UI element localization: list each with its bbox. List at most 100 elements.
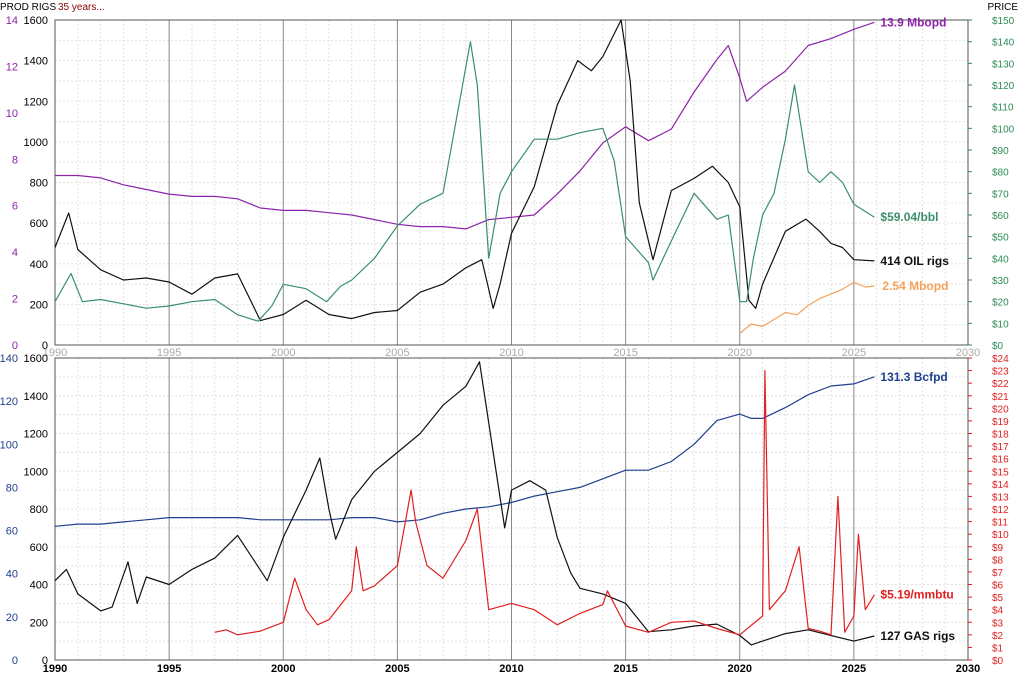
production-tick-label: 120 [0,396,18,408]
production-tick-label: 0 [12,340,18,352]
span-header: 35 years... [58,2,105,13]
price-tick-label: $21 [992,392,1009,403]
price-tick-label: $3 [992,618,1004,629]
price-tick-label: $120 [992,81,1015,92]
x-tick-label: 2000 [271,663,295,675]
price-tick-label: $90 [992,146,1009,157]
plot-border [54,19,969,346]
price-tick-label: $70 [992,189,1009,200]
rigs-tick-label: 200 [30,617,48,629]
series-end-label: $59.04/bbl [880,210,938,224]
price-tick-label: $0 [992,341,1004,352]
x-tick-label: 2020 [728,663,752,675]
production-tick-label: 4 [12,247,18,259]
price-tick-label: $17 [992,442,1009,453]
production-tick-label: 20 [6,612,18,624]
rigs-tick-label: 1400 [24,56,48,68]
series-end-label: 2.54 Mbopd [882,279,948,293]
price-tick-label: $5 [992,593,1004,604]
production-tick-label: 14 [6,15,18,27]
price-tick-label: $11 [992,518,1008,529]
x-tick-label: 1990 [43,663,67,675]
price-tick-label: $22 [992,379,1009,390]
price-tick-label: $140 [992,38,1015,49]
production-tick-label: 40 [6,569,18,581]
price-tick-label: $6 [992,581,1004,592]
series-end-label: 131.3 Bcfpd [880,370,947,384]
price-tick-label: $23 [992,367,1009,378]
x-tick-label: 2010 [499,663,523,675]
rigs-tick-label: 400 [30,580,48,592]
price-tick-label: $8 [992,555,1004,566]
production-tick-label: 60 [6,526,18,538]
oil-panel: 0 200 400 600 800 1000 1200 1400 1600 0 2 4 6 8 10 12 14… [6,15,1015,359]
price-tick-label: $80 [992,168,1009,179]
rigs-tick-label: 600 [30,218,48,230]
series-line-oil-rigs [54,19,875,322]
price-tick-label: $18 [992,430,1009,441]
price-tick-label: $13 [992,492,1009,503]
series-line-gas-rigs [54,361,875,646]
rigs-tick-label: 1200 [24,96,48,108]
series-end-label: $5.19/mmbtu [880,588,953,602]
prod-rigs-header: PROD RIGS [0,2,56,13]
price-tick-label: $20 [992,404,1009,415]
x-tick-label: 1995 [157,347,181,359]
production-tick-label: 6 [12,201,18,213]
price-tick-label: $40 [992,254,1009,265]
rigs-tick-label: 1400 [24,391,48,403]
series-line-bbl [54,41,875,322]
price-tick-label: $60 [992,211,1009,222]
rigs-tick-label: 600 [30,542,48,554]
production-tick-label: 0 [12,655,18,667]
production-tick-label: 12 [6,61,18,73]
price-tick-label: $16 [992,455,1009,466]
x-tick-label: 1995 [157,663,181,675]
price-header: PRICE [987,2,1018,13]
price-tick-label: $2 [992,631,1004,642]
price-tick-label: $15 [992,467,1009,478]
production-tick-label: 80 [6,482,18,494]
price-tick-label: $30 [992,276,1009,287]
price-tick-label: $12 [992,505,1009,516]
x-tick-label: 2005 [385,663,409,675]
price-tick-label: $7 [992,568,1004,579]
price-tick-label: $100 [992,124,1015,135]
gas-panel: 0 200 400 600 800 1000 1200 1400 1600 0 20 40 60 80 10… [0,353,1009,675]
x-tick-label: 2025 [842,347,866,359]
production-tick-label: 2 [12,294,18,306]
production-tick-label: 10 [6,108,18,120]
production-tick-label: 100 [0,439,18,451]
series-line-bcfpd [54,376,875,527]
price-tick-label: $10 [992,530,1009,541]
rigs-tick-label: 0 [42,655,48,667]
price-tick-label: $20 [992,298,1009,309]
price-tick-label: $24 [992,354,1009,365]
production-tick-label: 8 [12,154,18,166]
rigs-tick-label: 1200 [24,429,48,441]
production-tick-label: 140 [0,353,18,365]
series-end-label: 414 OIL rigs [880,254,949,268]
price-tick-label: $50 [992,233,1009,244]
x-tick-label: 2015 [613,347,637,359]
rigs-tick-label: 1600 [24,353,48,365]
rigs-tick-label: 800 [30,504,48,516]
price-tick-label: $0 [992,656,1004,667]
price-tick-label: $4 [992,606,1004,617]
x-tick-label: 2010 [499,347,523,359]
price-tick-label: $19 [992,417,1009,428]
x-tick-label: 2030 [956,347,980,359]
x-tick-label: 1990 [43,347,67,359]
price-tick-label: $10 [992,319,1009,330]
x-tick-label: 2000 [271,347,295,359]
x-tick-label: 2025 [842,663,866,675]
rigs-tick-label: 0 [42,340,48,352]
rigs-tick-label: 1000 [24,137,48,149]
rigs-tick-label: 400 [30,259,48,271]
x-tick-label: 2030 [956,663,980,675]
series-end-label: 127 GAS rigs [880,629,955,643]
rigs-tick-label: 1600 [24,15,48,27]
x-tick-label: 2020 [728,347,752,359]
